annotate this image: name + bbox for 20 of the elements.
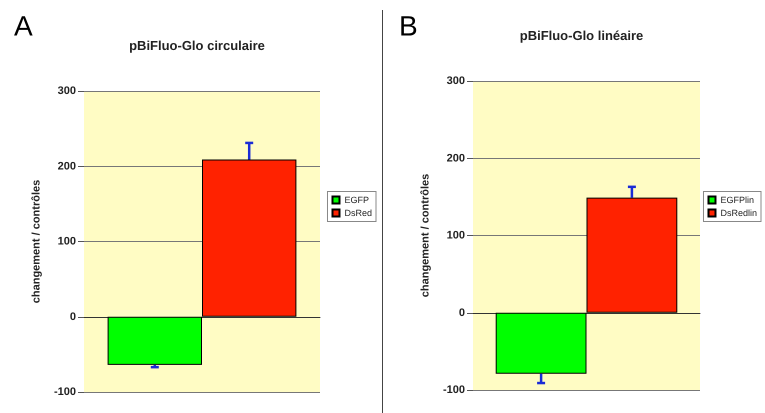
chart-title: pBiFluo-Glo circulaire: [129, 38, 265, 53]
y-tick-label: 300: [58, 85, 76, 97]
legend-label: DsRedlin: [720, 208, 757, 218]
text: B: [399, 10, 418, 42]
y-axis-title: changement / contrôles: [30, 180, 42, 304]
legend-label: DsRed: [344, 208, 372, 218]
y-tick-label: 200: [446, 152, 465, 164]
y-tick-label: 0: [458, 306, 465, 319]
y-tick-label: 100: [446, 230, 465, 242]
y-tick-label: 300: [446, 75, 465, 87]
chart-title: pBiFluo-Glo linéaire: [520, 28, 644, 43]
text: A: [14, 10, 33, 42]
legend-label: EGFP: [344, 195, 370, 205]
y-tick-label: -100: [54, 386, 76, 398]
y-tick-label: 200: [58, 160, 76, 172]
y-tick-label: -100: [442, 384, 465, 396]
y-axis-title: changement / contrôles: [420, 174, 432, 298]
y-tick-label: 100: [58, 236, 76, 248]
y-tick-label: 0: [70, 310, 76, 323]
legend-label: EGFPlin: [720, 195, 754, 205]
